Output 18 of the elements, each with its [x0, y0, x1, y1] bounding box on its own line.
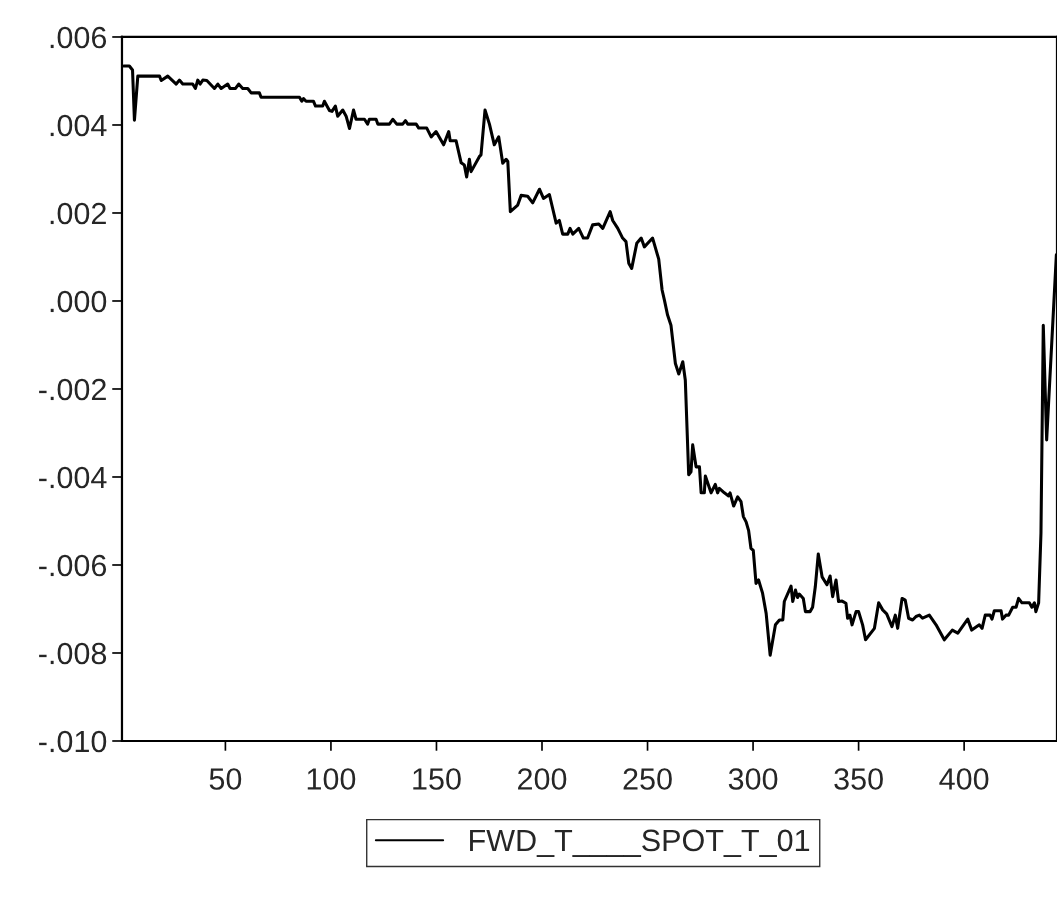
x-tick-label: 150	[413, 768, 461, 790]
y-tick-label: .002	[50, 202, 106, 225]
x-tick-label: 300	[728, 768, 778, 790]
y-tick-label: -.002	[39, 378, 106, 401]
y-tick-label: -.008	[39, 642, 107, 665]
x-tick-label: 200	[518, 768, 567, 790]
x-tick-label: 250	[623, 768, 672, 790]
y-tick-label: .006	[50, 26, 107, 49]
x-tick-label: 350	[834, 768, 883, 790]
x-tick-label: 50	[209, 768, 242, 790]
y-tick-label: .004	[50, 114, 107, 137]
legend-label: FWD_T____SPOT_T_01	[470, 829, 810, 858]
y-tick-label: .000	[50, 290, 107, 313]
y-tick-label: -.010	[39, 730, 107, 753]
y-tick-label: -.006	[39, 554, 107, 577]
x-tick-label: 100	[307, 768, 356, 790]
x-tick-label: 400	[939, 768, 989, 790]
y-tick-label: -.004	[39, 466, 107, 489]
